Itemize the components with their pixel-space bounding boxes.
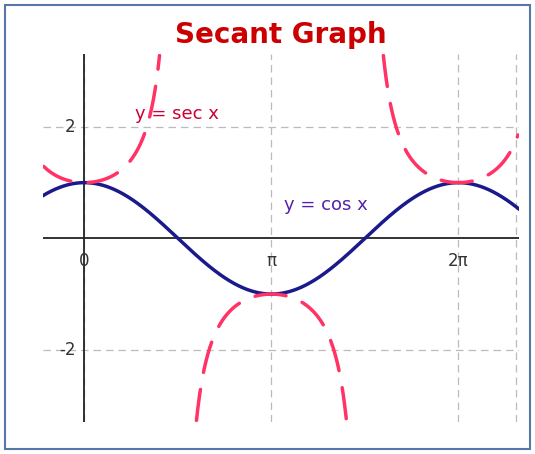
Text: π: π bbox=[266, 252, 277, 270]
Text: 2: 2 bbox=[65, 118, 75, 136]
Text: 2π: 2π bbox=[448, 252, 469, 270]
Text: 0: 0 bbox=[79, 252, 90, 270]
Title: Secant Graph: Secant Graph bbox=[175, 21, 387, 49]
Text: -2: -2 bbox=[59, 341, 75, 359]
Text: y = sec x: y = sec x bbox=[135, 104, 219, 123]
Text: y = cos x: y = cos x bbox=[284, 197, 368, 214]
